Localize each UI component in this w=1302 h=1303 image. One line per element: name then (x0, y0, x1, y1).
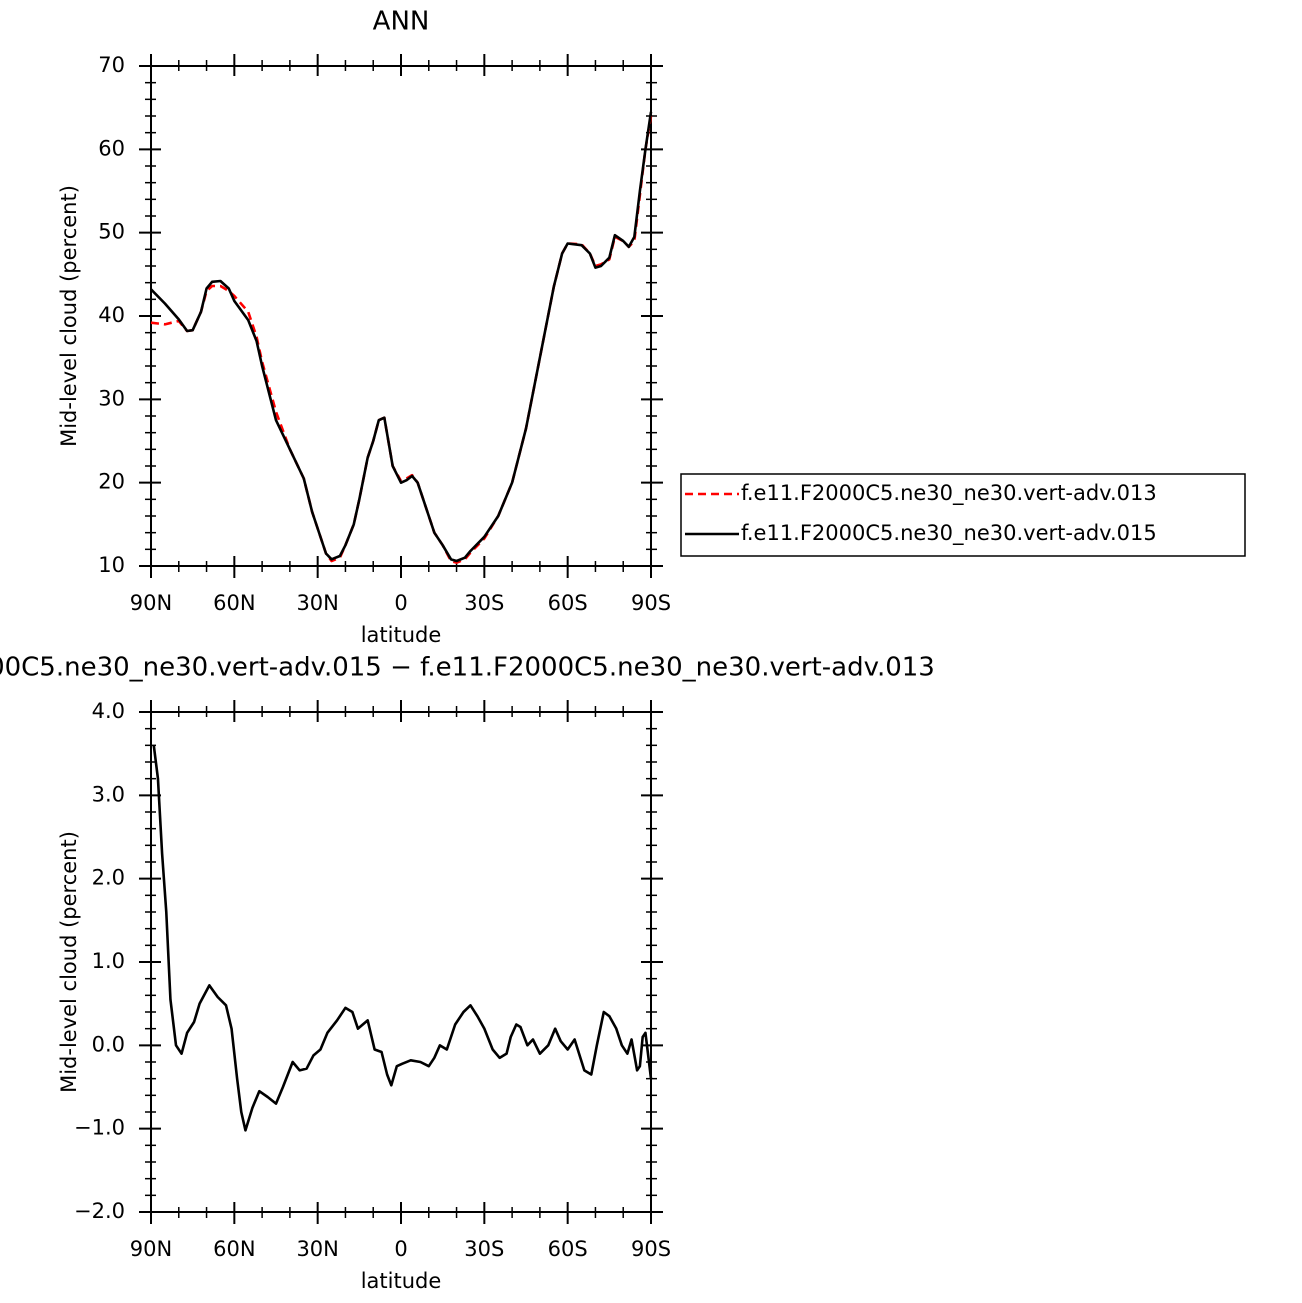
x-tick-label: 60S (548, 1237, 588, 1261)
x-tick-label: 90N (130, 591, 172, 615)
plot-frame (150, 711, 652, 1213)
y-tick-label: 30 (98, 386, 125, 410)
y-tick-label: 10 (98, 553, 125, 577)
legend-label: f.e11.F2000C5.ne30_ne30.vert-adv.013 (741, 481, 1157, 506)
y-tick-label: 60 (98, 136, 125, 160)
y-tick-label: 0.0 (92, 1032, 125, 1056)
y-tick-label: 50 (98, 220, 125, 244)
x-tick-label: 30S (464, 1237, 504, 1261)
x-axis-label: latitude (361, 1269, 442, 1293)
data-line (150, 115, 653, 564)
y-tick-label: 20 (98, 470, 125, 494)
data-line (150, 111, 653, 563)
y-axis-label: Mid-level cloud (percent) (57, 185, 81, 447)
y-tick-label: 1.0 (92, 949, 125, 973)
plot-frame (150, 65, 652, 567)
chart-title: f.e11.F2000C5.ne30_ne30.vert-adv.015 − f… (0, 653, 935, 683)
x-tick-label: 30N (296, 591, 338, 615)
y-tick-label: 70 (98, 53, 125, 77)
chart-title: ANN (373, 7, 430, 37)
x-tick-label: 30N (296, 1237, 338, 1261)
y-tick-label: 40 (98, 303, 125, 327)
x-tick-label: 0 (394, 1237, 407, 1261)
x-tick-label: 90N (130, 1237, 172, 1261)
x-tick-label: 90S (631, 591, 671, 615)
x-tick-label: 60S (548, 591, 588, 615)
x-tick-label: 0 (394, 591, 407, 615)
x-tick-label: 60N (213, 1237, 255, 1261)
y-tick-label: −2.0 (74, 1199, 125, 1223)
data-line (152, 745, 653, 1132)
y-tick-label: 3.0 (92, 782, 125, 806)
y-axis-label: Mid-level cloud (percent) (57, 831, 81, 1093)
legend-label: f.e11.F2000C5.ne30_ne30.vert-adv.015 (741, 521, 1157, 546)
y-tick-label: −1.0 (74, 1116, 125, 1140)
legend-box (680, 473, 1246, 557)
x-tick-label: 90S (631, 1237, 671, 1261)
y-tick-label: 4.0 (92, 699, 125, 723)
y-tick-label: 2.0 (92, 866, 125, 890)
x-tick-label: 60N (213, 591, 255, 615)
x-tick-label: 30S (464, 591, 504, 615)
x-axis-label: latitude (361, 623, 442, 647)
